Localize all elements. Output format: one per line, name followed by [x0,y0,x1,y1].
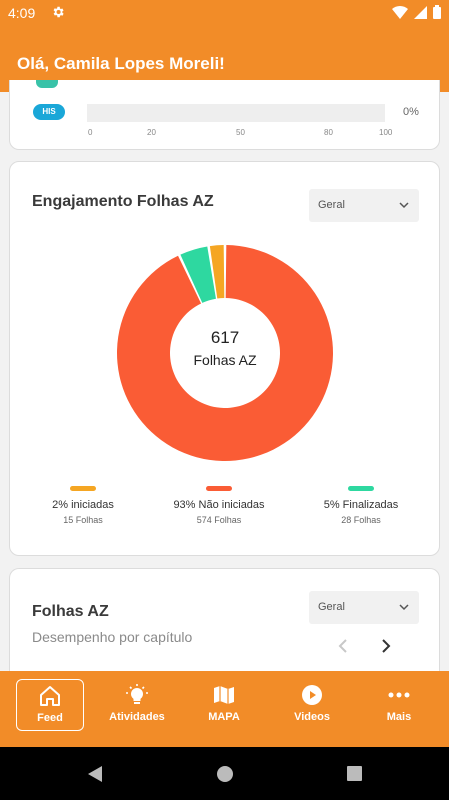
legend-item-finalizadas: 5% Finalizadas 28 Folhas [296,486,426,525]
axis-tick: 20 [147,128,156,137]
donut-slice-iniciadas [209,245,225,299]
home-icon [40,686,60,706]
legend-swatch [348,486,374,491]
partial-tag [36,80,58,88]
chevron-down-icon [399,202,409,209]
lightbulb-icon [126,684,148,704]
chevron-left-icon[interactable] [335,638,351,654]
legend-label: 5% Finalizadas [323,499,399,511]
axis-tick: 0 [88,128,93,137]
gear-icon [53,6,64,18]
donut-slice-finalizadas [180,246,216,303]
legend-swatch [206,486,232,491]
nav-label: Mais [386,711,412,723]
battery-icon [433,5,441,19]
donut-label: Folhas AZ [193,352,257,368]
nav-label: Feed [37,712,63,724]
folhas-title: Folhas AZ [32,603,109,620]
engagement-filter-dropdown[interactable]: Geral [309,189,419,222]
status-bar: 4:09 [0,0,449,26]
legend-item-iniciadas: 2% iniciadas 15 Folhas [18,486,148,525]
nav-label: Videos [294,711,330,723]
nav-mapa[interactable]: MAPA [190,679,258,731]
system-nav-bar [0,747,449,800]
nav-mais[interactable]: Mais [365,679,433,731]
dropdown-value: Geral [318,601,345,613]
axis-tick: 100 [379,128,393,137]
his-tag: HIS [33,104,65,120]
axis-tick: 50 [236,128,245,137]
engagement-title: Engajamento Folhas AZ [32,193,214,210]
signal-icon [414,5,427,19]
wifi-icon [392,6,408,19]
legend-label: 93% Não iniciadas [173,499,265,511]
donut-slice-n-o-iniciadas [117,245,333,461]
nav-feed[interactable]: Feed [16,679,84,731]
back-icon[interactable] [86,765,104,783]
dropdown-value: Geral [318,199,345,211]
folhas-subtitle: Desempenho por capítulo [32,629,193,645]
folhas-filter-dropdown[interactable]: Geral [309,591,419,624]
play-icon [302,685,322,705]
his-progress-bar [87,104,385,122]
axis-tick: 80 [324,128,333,137]
more-dots-icon [388,692,410,698]
donut-chart: 617 Folhas AZ [114,242,336,464]
chevron-right-icon[interactable] [378,638,394,654]
map-icon [214,686,234,704]
legend-count: 28 Folhas [341,515,381,525]
home-circle-icon[interactable] [216,765,234,783]
nav-videos[interactable]: Videos [278,679,346,731]
legend-label: 2% iniciadas [52,499,114,511]
chevron-down-icon [399,604,409,611]
progress-card: HIS 0% 0 20 50 80 100 [9,80,440,150]
folhas-card: Folhas AZ Desempenho por capítulo Geral [9,568,440,678]
engagement-card: Engajamento Folhas AZ Geral 617 Folhas A… [9,161,440,556]
nav-label: MAPA [208,711,240,723]
legend-item-nao-iniciadas: 93% Não iniciadas 574 Folhas [154,486,284,525]
nav-label: Atividades [109,711,165,723]
bottom-nav: Feed Atividades MAPA Videos Mais [0,671,449,747]
nav-atividades[interactable]: Atividades [103,679,171,731]
legend-count: 15 Folhas [63,515,103,525]
status-time: 4:09 [8,5,36,21]
legend-swatch [70,486,96,491]
greeting-title: Olá, Camila Lopes Moreli! [17,54,225,73]
donut-total: 617 [210,328,240,347]
his-percent: 0% [403,106,419,118]
recents-icon[interactable] [346,765,363,782]
legend-count: 574 Folhas [196,515,242,525]
